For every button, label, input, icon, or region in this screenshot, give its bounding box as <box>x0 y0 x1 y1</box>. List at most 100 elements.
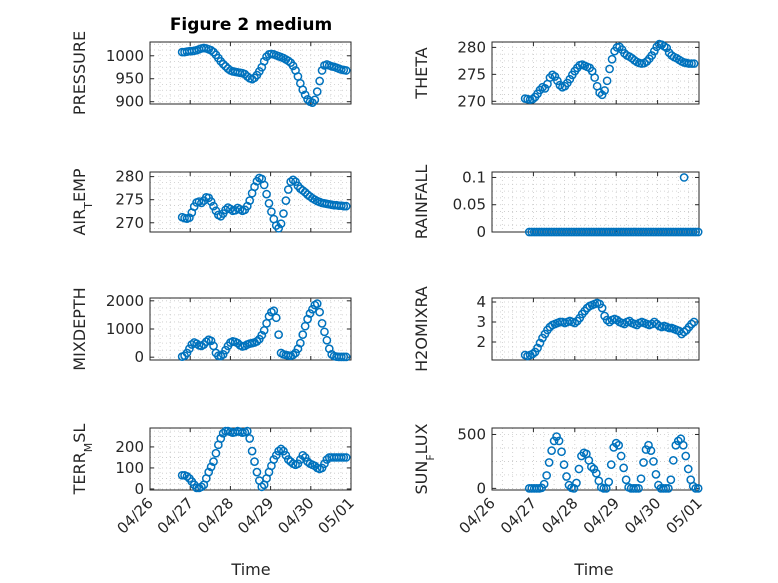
panel-right-row2: 0 0.05 0.1 RAINFALL <box>412 165 703 241</box>
data-point <box>281 450 291 460</box>
data-point <box>201 337 211 347</box>
y-tick-label: 900 <box>115 93 144 111</box>
data-point <box>271 450 281 460</box>
data-point <box>679 173 689 182</box>
data-point <box>274 446 283 456</box>
data-point <box>565 74 575 84</box>
data-point <box>641 445 651 454</box>
y-axis-title: SUNFLUX <box>412 423 437 494</box>
y-tick-label: 3 <box>476 313 486 331</box>
data-point <box>283 56 293 66</box>
data-point <box>322 335 332 345</box>
marker-series <box>524 432 703 493</box>
data-point <box>554 436 564 446</box>
data-point <box>535 85 545 95</box>
data-point <box>609 443 619 452</box>
data-point <box>279 446 288 456</box>
data-point <box>634 484 643 493</box>
panel-left-row4: 0 100 200 TERRMSL 04/2604/2704/2804/2904/300… <box>70 424 358 538</box>
data-point <box>209 201 218 211</box>
y-tick-label: 0 <box>476 479 486 497</box>
data-point <box>206 197 216 206</box>
data-point <box>182 471 192 481</box>
data-point <box>614 440 624 450</box>
data-point <box>557 447 566 457</box>
data-point <box>197 198 206 208</box>
data-point <box>673 436 683 446</box>
data-point <box>293 459 303 469</box>
data-point <box>288 61 298 71</box>
marker-series <box>177 299 351 362</box>
y-tick-label: 1000 <box>106 47 144 65</box>
data-point <box>681 451 691 461</box>
y-axis-title: AIRTEMP <box>70 168 95 235</box>
data-point <box>570 318 580 328</box>
y-tick-label: 280 <box>115 168 144 186</box>
data-point <box>211 448 221 458</box>
marker-series <box>520 39 699 105</box>
data-point <box>607 54 617 64</box>
data-point <box>528 349 537 359</box>
data-point <box>668 455 678 465</box>
marker-series <box>524 173 703 237</box>
x-tick-label: 04/27 <box>497 494 540 537</box>
data-point <box>216 434 226 443</box>
marker-series <box>177 426 351 493</box>
data-point <box>271 313 281 323</box>
data-point <box>274 330 283 339</box>
y-tick-label: 2000 <box>106 292 144 310</box>
y-tick-label: 275 <box>457 65 486 83</box>
y-tick-label: 270 <box>457 92 486 110</box>
data-point <box>298 450 308 460</box>
data-point <box>341 66 351 75</box>
data-point <box>315 307 324 317</box>
data-point <box>651 470 661 479</box>
data-point <box>544 458 554 467</box>
data-point <box>547 446 556 455</box>
data-point <box>664 484 673 493</box>
marker-series <box>520 298 699 361</box>
data-point <box>629 484 638 493</box>
data-point <box>611 438 621 448</box>
data-point <box>542 471 551 480</box>
y-tick-label: 0 <box>476 223 486 241</box>
plot-frame <box>491 297 700 361</box>
data-point <box>300 90 310 100</box>
data-point <box>631 484 641 493</box>
data-point <box>288 350 298 360</box>
data-point <box>209 457 218 466</box>
data-point <box>683 464 693 474</box>
data-point <box>684 59 694 68</box>
data-point <box>218 350 228 359</box>
data-point <box>320 327 329 337</box>
data-point <box>535 338 545 348</box>
y-tick-label: 950 <box>115 70 144 88</box>
x-tick-label: 04/27 <box>154 494 197 537</box>
data-point <box>310 95 320 105</box>
data-point <box>197 482 206 492</box>
y-axis-title: TERRMSL <box>70 424 95 496</box>
data-point <box>247 446 257 456</box>
data-point <box>553 76 562 86</box>
x-axis-title-right: Time <box>573 560 613 579</box>
data-point <box>312 299 322 308</box>
x-tick-label: 04/30 <box>274 494 317 537</box>
data-point <box>662 43 672 53</box>
data-point <box>315 76 324 86</box>
data-point <box>341 201 351 211</box>
data-point <box>540 84 550 93</box>
data-point <box>252 467 262 477</box>
data-point <box>262 189 271 199</box>
data-point <box>206 336 216 346</box>
y-axis-title: H2OMIXRA <box>412 286 431 372</box>
data-point <box>533 343 542 353</box>
data-point <box>206 45 216 55</box>
data-point <box>591 468 601 478</box>
data-point <box>545 73 555 82</box>
data-point <box>288 175 298 185</box>
data-point <box>687 59 696 68</box>
x-tick-label: 04/28 <box>194 494 237 537</box>
data-point <box>276 219 286 229</box>
data-point <box>245 434 255 443</box>
data-point <box>300 453 310 462</box>
